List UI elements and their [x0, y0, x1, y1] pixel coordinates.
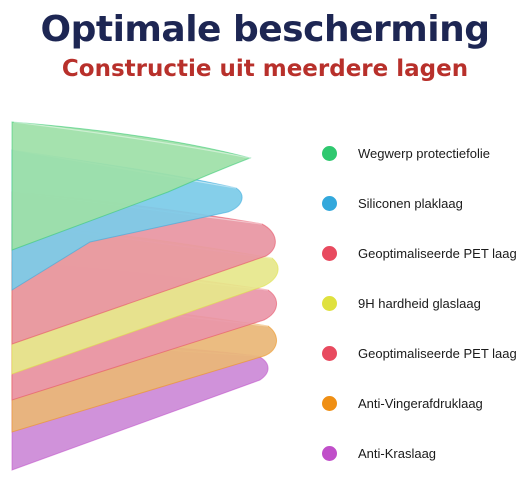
- legend-item: Anti-Kraslaag: [322, 428, 528, 478]
- legend-dot: [322, 245, 337, 261]
- legend-item: Geoptimaliseerde PET laag: [322, 328, 528, 378]
- legend-label: 9H hardheid glaslaag: [358, 295, 481, 311]
- page-subtitle: Constructie uit meerdere lagen: [61, 56, 469, 82]
- legend-item: Siliconen plaklaag: [322, 178, 528, 228]
- layer-legend: Wegwerp protectiefolie Siliconen plaklaag…: [322, 128, 528, 478]
- legend-item: 9H hardheid glaslaag: [322, 278, 528, 328]
- page-title: Optimale bescherming: [40, 9, 490, 50]
- legend-item: Wegwerp protectiefolie: [322, 128, 528, 178]
- legend-item: Geoptimaliseerde PET laag: [322, 228, 528, 278]
- legend-dot: [322, 345, 337, 361]
- legend-dot: [322, 195, 337, 211]
- legend-label: Geoptimaliseerde PET laag: [358, 245, 517, 261]
- legend-label: Anti-Kraslaag: [358, 445, 437, 461]
- legend-dot: [322, 295, 337, 311]
- legend-dot: [322, 395, 337, 411]
- legend-label: Wegwerp protectiefolie: [358, 145, 490, 161]
- layer-sheet: [11, 121, 252, 251]
- legend-label: Siliconen plaklaag: [358, 195, 463, 211]
- legend-item: Anti-Vingerafdruklaag: [322, 378, 528, 428]
- legend-label: Anti-Vingerafdruklaag: [358, 395, 483, 411]
- layer-edge-highlight: [13, 121, 251, 159]
- legend-dot: [322, 445, 337, 461]
- legend-label: Geoptimaliseerde PET laag: [358, 345, 517, 361]
- legend-dot: [322, 145, 337, 161]
